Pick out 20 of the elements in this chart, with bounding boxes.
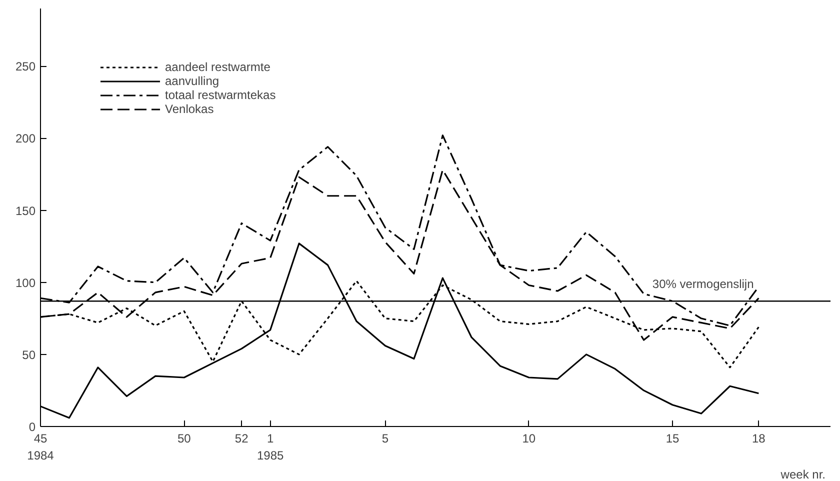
x-tick-label: 15 xyxy=(666,432,680,446)
y-tick-label: 200 xyxy=(15,132,36,146)
y-tick-label: 0 xyxy=(28,420,36,434)
legend-label: totaal restwarmtekas xyxy=(165,88,276,102)
legend-label: Venlokas xyxy=(165,102,214,116)
x-tick-label: 18 xyxy=(752,432,766,446)
legend-label: aandeel restwarmte xyxy=(165,60,270,74)
legend-label: aanvulling xyxy=(165,74,220,88)
y-tick-label: 50 xyxy=(22,348,36,362)
x-tick-label: 45 1984 xyxy=(27,432,54,462)
x-tick-label: 5 xyxy=(382,432,389,446)
x-axis-title: week nr. xyxy=(780,468,826,481)
ref-line-label: 30% vermogenslijn xyxy=(652,277,754,292)
x-tick-label: 50 xyxy=(177,432,192,446)
x-tick-label: 10 xyxy=(522,432,536,446)
y-tick-label: 250 xyxy=(15,60,36,74)
y-tick-label: 150 xyxy=(15,204,36,218)
x-tick-label: 1 1985 xyxy=(256,432,284,462)
x-tick-label: 52 xyxy=(234,432,249,446)
y-tick-label: 100 xyxy=(15,276,36,290)
